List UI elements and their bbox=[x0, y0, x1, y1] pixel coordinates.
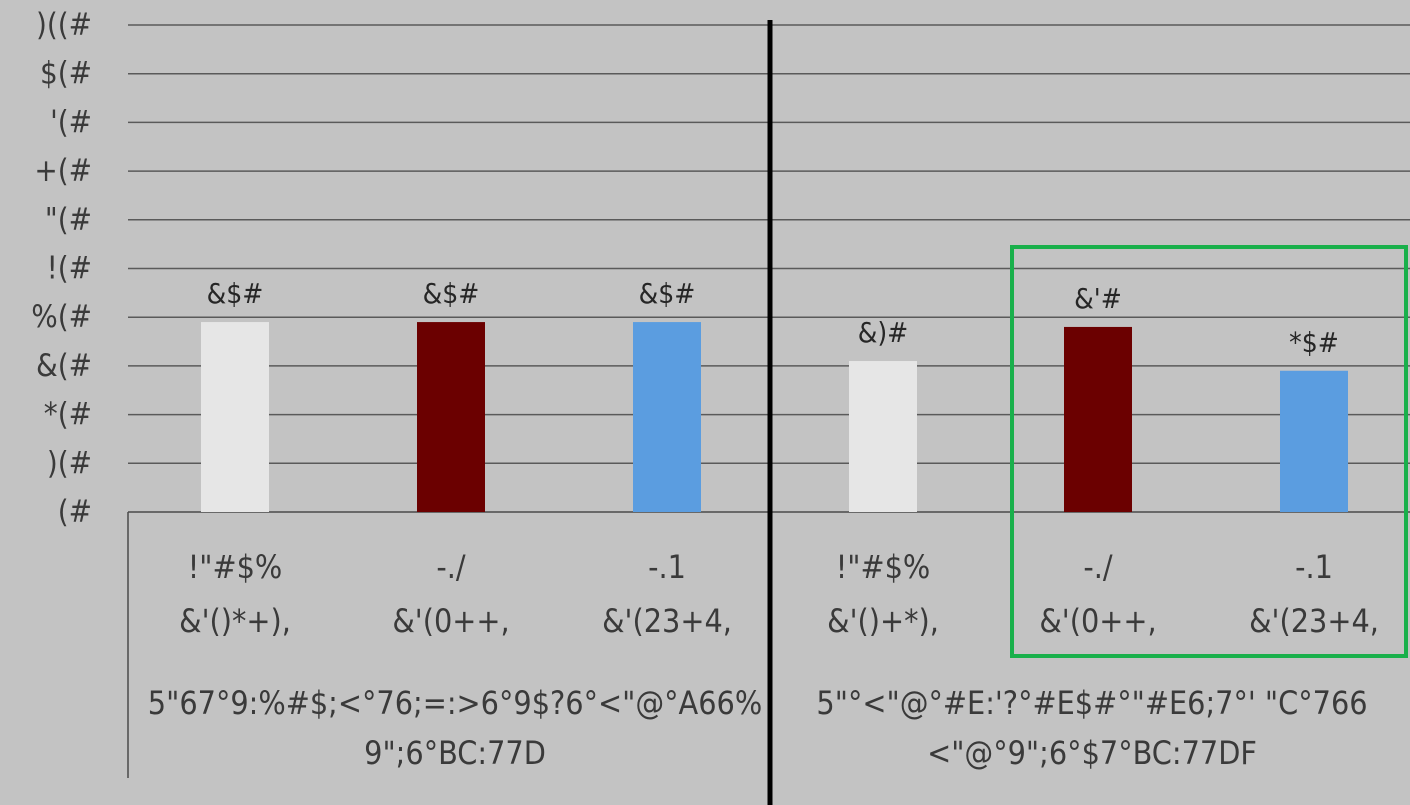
y-tick-label: &(# bbox=[36, 348, 92, 384]
group-label: 9";6°BC:77D bbox=[364, 734, 546, 772]
category-label: &'(0++, bbox=[392, 602, 509, 640]
category-label: &'(23+4, bbox=[1249, 602, 1379, 640]
group-label: <"@°9";6°$7°BC:77DF bbox=[927, 734, 1257, 772]
category-label: !"#$% bbox=[836, 548, 931, 586]
category-label: -.1 bbox=[1295, 548, 1333, 586]
y-tick-label: $(# bbox=[40, 56, 92, 92]
y-tick-label: %(# bbox=[31, 299, 92, 335]
group-label: 5"°<"@°#E:'?°#E$#°"#E6;7°' "C°766 bbox=[816, 684, 1367, 722]
data-label: &'# bbox=[1074, 282, 1122, 315]
y-tick-label: "(# bbox=[45, 202, 92, 238]
bar bbox=[633, 322, 701, 512]
bar bbox=[201, 322, 269, 512]
y-tick-label: (# bbox=[58, 494, 92, 530]
category-label: -./ bbox=[436, 548, 466, 586]
data-label: *$# bbox=[1289, 326, 1339, 359]
highlight-box bbox=[1010, 245, 1408, 658]
category-label: &'(23+4, bbox=[602, 602, 732, 640]
category-label: !"#$% bbox=[188, 548, 283, 586]
data-label: &$# bbox=[639, 277, 696, 310]
category-label: &'()*+), bbox=[179, 602, 291, 640]
group-label: 5"67°9:%#$;<°76;=:>6°9$?6°<"@°A66% bbox=[148, 684, 762, 722]
data-label: &)# bbox=[858, 316, 909, 349]
y-tick-label: *(# bbox=[44, 397, 92, 433]
y-tick-label: !(# bbox=[47, 251, 92, 287]
bar bbox=[1280, 370, 1348, 512]
category-label: -./ bbox=[1083, 548, 1113, 586]
bar bbox=[1064, 326, 1132, 512]
data-label: &$# bbox=[207, 277, 264, 310]
data-label: &$# bbox=[423, 277, 480, 310]
y-tick-label: +(# bbox=[34, 153, 92, 189]
y-tick-label: )((# bbox=[36, 7, 92, 43]
y-tick-label: '(# bbox=[50, 104, 92, 140]
bar bbox=[849, 361, 917, 512]
y-tick-label: )(# bbox=[47, 445, 92, 481]
category-label: &'()+*), bbox=[827, 602, 939, 640]
category-label: -.1 bbox=[648, 548, 686, 586]
category-label: &'(0++, bbox=[1039, 602, 1156, 640]
bar bbox=[417, 322, 485, 512]
